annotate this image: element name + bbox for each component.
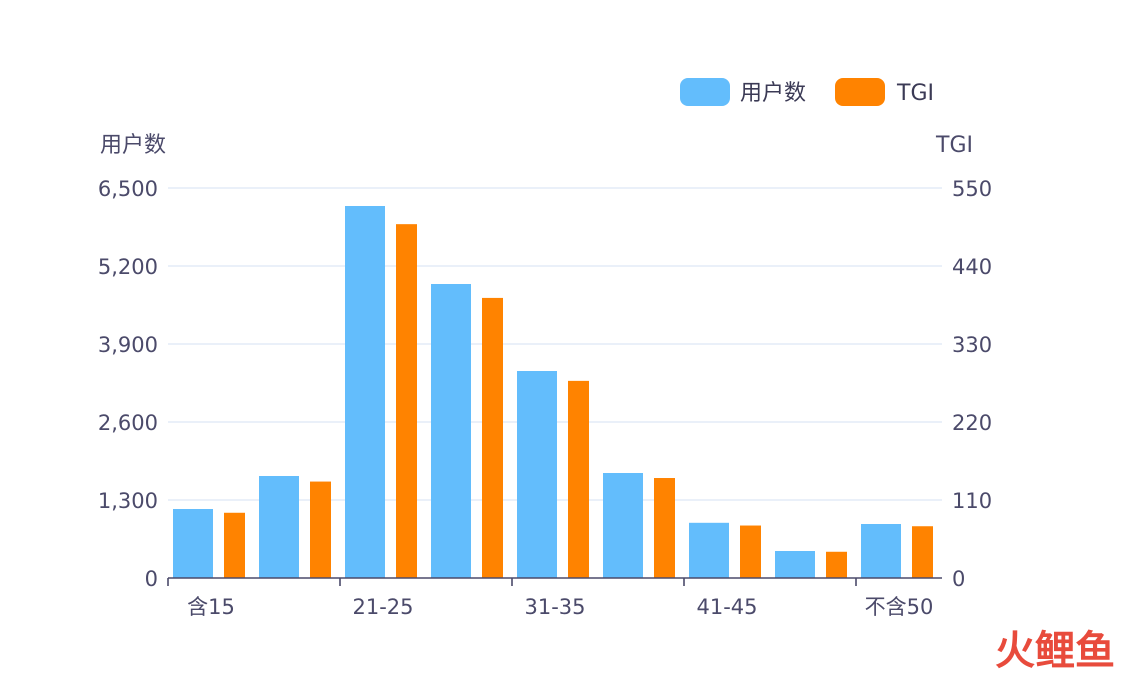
left-y-ticks: 0 1,300 2,600 3,900 5,200 6,500 xyxy=(98,177,158,591)
left-tick-label: 0 xyxy=(145,567,158,591)
legend: 用户数 TGI xyxy=(680,78,934,106)
bar-users xyxy=(431,284,471,578)
bar-users xyxy=(689,522,729,578)
bar-users xyxy=(775,551,815,578)
bar-users xyxy=(259,476,299,578)
right-tick-label: 220 xyxy=(952,411,992,435)
right-y-ticks: 0 110 220 330 440 550 xyxy=(952,177,992,591)
bar-users xyxy=(603,473,643,578)
x-tick-label: 不含50 xyxy=(865,595,934,619)
grid-lines xyxy=(168,187,942,501)
right-axis-title: TGI xyxy=(935,133,973,158)
right-tick-label: 110 xyxy=(952,489,992,513)
left-tick-label: 5,200 xyxy=(98,255,158,279)
bar-tgi xyxy=(740,525,761,578)
legend-swatch-tgi xyxy=(835,78,885,106)
bars xyxy=(173,206,933,578)
legend-label-users: 用户数 xyxy=(740,81,806,106)
bar-users xyxy=(173,509,213,578)
right-tick-label: 550 xyxy=(952,177,992,201)
x-tick-label: 31-35 xyxy=(524,595,585,619)
bar-tgi xyxy=(482,297,503,578)
right-tick-label: 440 xyxy=(952,255,992,279)
bar-tgi xyxy=(826,551,847,578)
bar-tgi xyxy=(568,380,589,578)
x-tick-labels: 含15 21-25 31-35 41-45 不含50 xyxy=(187,595,933,619)
right-tick-label: 330 xyxy=(952,333,992,357)
x-tick-label: 41-45 xyxy=(696,595,757,619)
bar-users xyxy=(345,206,385,578)
bar-users xyxy=(517,371,557,578)
x-tick-label: 21-25 xyxy=(352,595,413,619)
bar-tgi xyxy=(224,512,245,578)
watermark: 火鲤鱼 xyxy=(995,628,1115,674)
bar-tgi xyxy=(654,478,675,578)
bar-tgi xyxy=(396,224,417,578)
left-tick-label: 1,300 xyxy=(98,489,158,513)
bar-users xyxy=(861,524,901,578)
right-tick-label: 0 xyxy=(952,567,965,591)
x-tick-label: 含15 xyxy=(187,595,235,619)
legend-label-tgi: TGI xyxy=(896,81,934,106)
left-tick-label: 3,900 xyxy=(98,333,158,357)
legend-swatch-users xyxy=(680,78,730,106)
axes xyxy=(167,577,942,586)
left-axis-title: 用户数 xyxy=(100,133,166,158)
bar-tgi xyxy=(310,481,331,578)
watermark-text: 火鲤鱼 xyxy=(995,628,1115,674)
left-tick-label: 2,600 xyxy=(98,411,158,435)
left-tick-label: 6,500 xyxy=(98,177,158,201)
bar-tgi xyxy=(912,526,933,578)
